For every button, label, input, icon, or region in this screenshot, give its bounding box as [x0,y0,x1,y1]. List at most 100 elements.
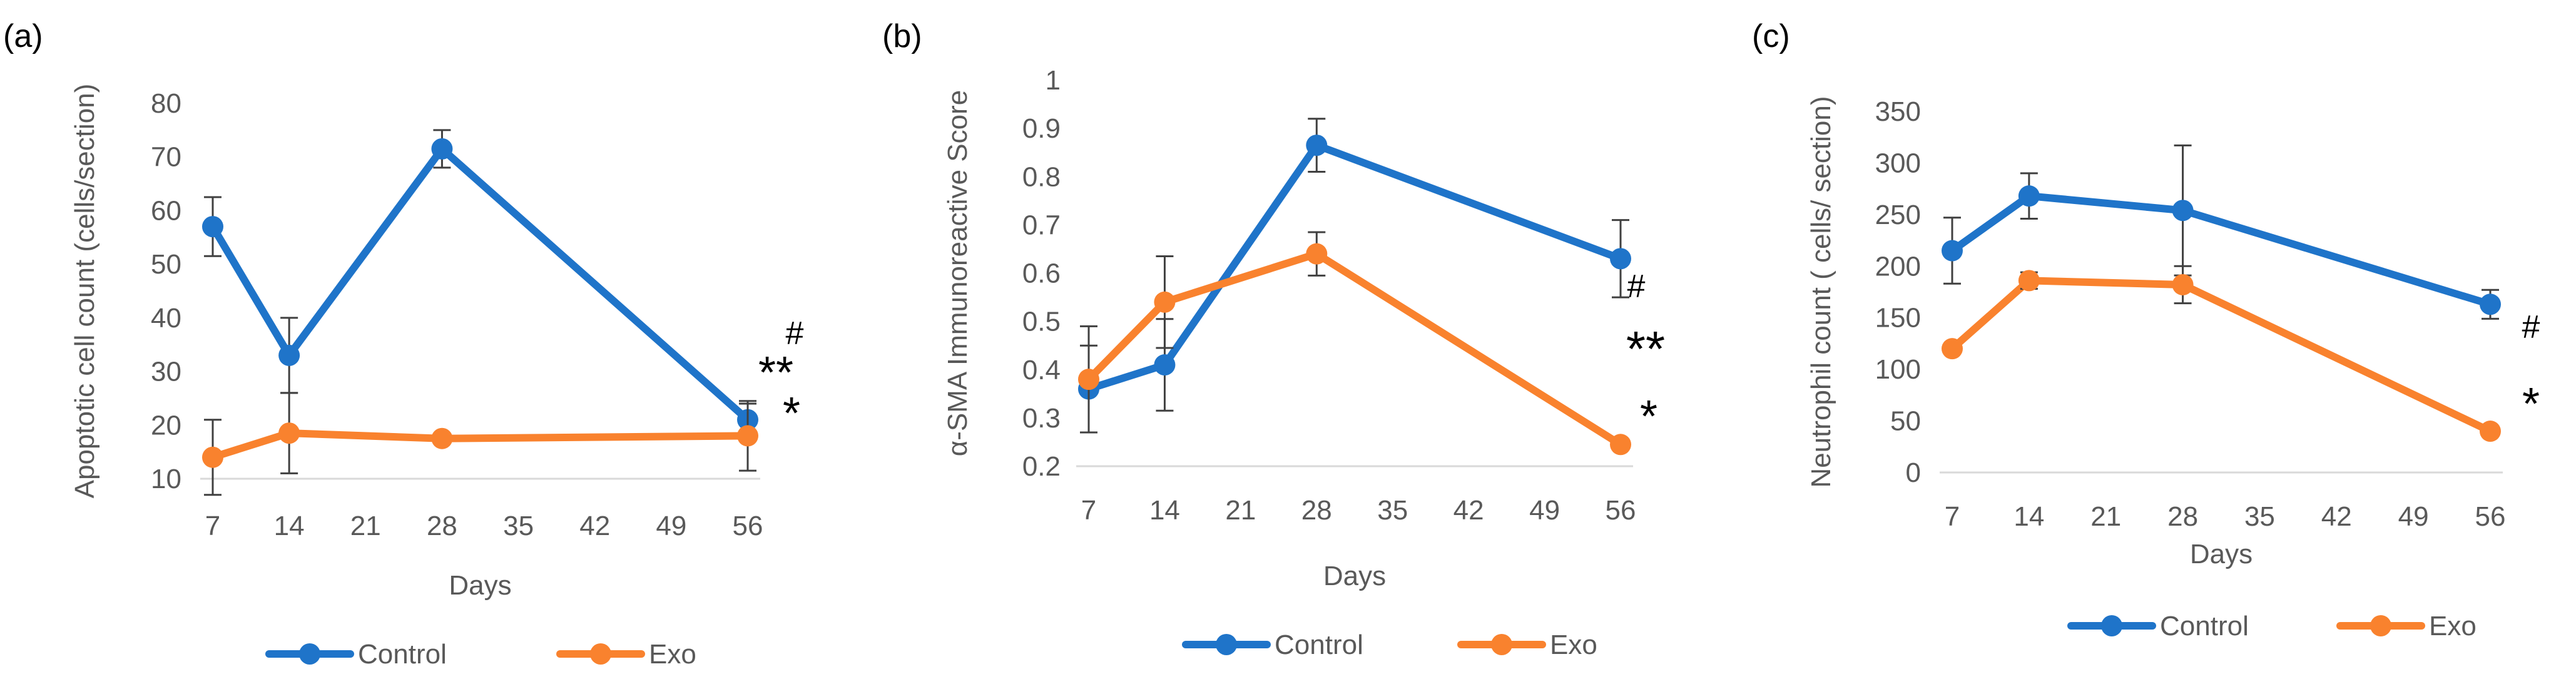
x-tick-label: 7 [205,511,220,541]
y-tick-label: 20 [151,410,181,441]
x-tick-label: 42 [2321,501,2352,532]
data-point-control [278,344,300,366]
x-axis-title: Days [449,570,511,601]
x-tick-label: 14 [1149,495,1180,526]
legend-marker-exo [2370,615,2391,636]
x-tick-label: 21 [2090,501,2121,532]
y-tick-label: 40 [151,303,181,334]
y-tick-label: 0.8 [1022,161,1061,192]
data-point-exo [737,425,758,447]
panel-c: (c) 0 50 100 150 200 250 300 350 7 14 21 28 35 42 49 56… [1752,18,2540,641]
y-tick-label: 100 [1875,354,1921,385]
data-point-control [202,216,223,238]
data-point-exo [1610,434,1631,456]
legend-label-control: Control [1275,630,1363,660]
data-point-control [2018,185,2040,207]
y-tick-label: 50 [1890,406,1921,437]
x-axis-title: Days [1323,561,1386,591]
y-tick-label: 0.7 [1022,210,1061,240]
x-tick-label: 14 [2013,501,2044,532]
significance-marker: * [783,389,800,439]
data-point-control [1306,135,1328,156]
y-tick-label: 0.5 [1022,307,1061,337]
x-tick-label: 56 [733,511,763,541]
x-tick-label: 49 [656,511,686,541]
panel-label: (b) [882,18,922,54]
series-line-control [1948,192,2494,309]
y-axis-title: Neutrophil count ( cells/ section) [1806,96,1836,487]
panel-label: (c) [1752,18,1790,54]
series-line-exo [209,429,751,461]
panel-a: (a) 10 20 30 40 50 60 70 80 7 14 21 28 35 42 49 56 Apopt… [3,18,804,670]
significance-marker: ** [758,348,793,398]
x-tick-label: 21 [350,511,381,541]
x-tick-label: 49 [1529,495,1560,526]
legend-label-exo: Exo [1550,630,1597,660]
legend-label-control: Control [358,639,447,670]
significance-marker: # [1627,268,1646,305]
y-tick-label: 200 [1875,251,1921,282]
data-point-exo [1942,338,1963,360]
legend-marker-control [1216,634,1237,655]
significance-marker: * [2522,379,2540,429]
significance-marker: * [1640,392,1657,442]
x-axis-title: Days [2190,539,2253,569]
data-point-exo [202,446,223,468]
data-point-exo [2172,273,2194,295]
x-tick-label: 49 [2398,501,2429,532]
x-tick-label: 7 [1081,495,1096,526]
data-point-exo [1078,369,1099,390]
data-point-control [1942,240,1963,262]
y-axis-title: α-SMA Immunoreactive Score [942,90,973,456]
significance-marker: ** [1626,321,1665,377]
y-tick-label: 0.3 [1022,403,1061,434]
data-point-exo [2480,421,2501,442]
series-line-exo [1948,277,2494,436]
y-tick-label: 60 [151,195,181,226]
y-tick-label: 30 [151,357,181,387]
data-point-exo [278,422,300,444]
x-tick-label: 56 [1606,495,1636,526]
x-tick-label: 28 [427,511,457,541]
data-point-control [1610,248,1631,270]
data-point-exo [1154,291,1176,313]
legend-label-control: Control [2160,611,2249,641]
x-tick-label: 56 [2475,501,2506,532]
panel-label: (a) [3,18,43,54]
x-tick-label: 14 [274,511,305,541]
data-point-control [431,138,453,160]
significance-marker: # [2522,309,2540,345]
y-tick-label: 250 [1875,200,1921,230]
y-tick-label: 150 [1875,303,1921,334]
x-tick-label: 42 [579,511,610,541]
y-tick-label: 300 [1875,148,1921,178]
data-point-exo [1306,243,1328,265]
y-tick-label: 10 [151,464,181,494]
legend-marker-exo [1491,634,1512,655]
x-tick-label: 42 [1453,495,1484,526]
data-point-exo [431,427,453,449]
y-tick-label: 350 [1875,96,1921,127]
series-line-exo [1085,250,1624,449]
y-tick-label: 50 [151,249,181,280]
legend-label-exo: Exo [2429,611,2477,641]
y-tick-label: 0.2 [1022,451,1061,482]
legend-label-exo: Exo [649,639,696,670]
x-tick-label: 21 [1225,495,1256,526]
x-tick-label: 35 [2244,501,2275,532]
y-tick-label: 80 [151,88,181,119]
series-line-control [209,145,751,424]
x-tick-label: 35 [503,511,534,541]
legend-marker-exo [590,643,611,665]
data-point-control [1154,354,1176,376]
y-axis-title: Apoptotic cell count (cells/section) [69,84,100,499]
data-point-exo [2018,270,2040,292]
x-tick-label: 35 [1377,495,1408,526]
y-tick-label: 1 [1046,65,1061,96]
x-tick-label: 28 [2167,501,2198,532]
y-tick-label: 0 [1906,457,1921,488]
legend-marker-control [2101,615,2122,636]
x-tick-label: 28 [1301,495,1332,526]
y-tick-label: 70 [151,142,181,173]
